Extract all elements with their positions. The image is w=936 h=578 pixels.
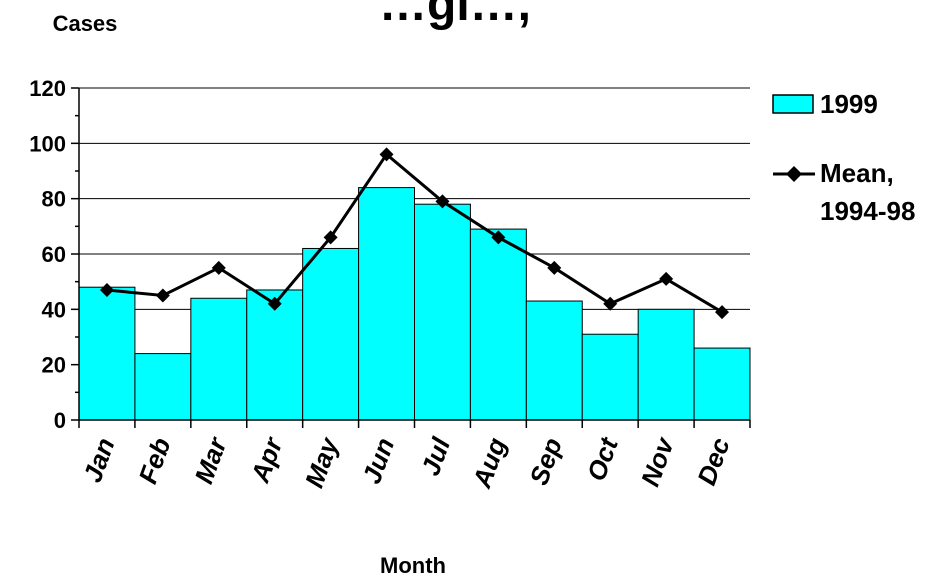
mean-point-apr xyxy=(267,296,282,311)
legend-label-mean-line1: Mean, xyxy=(820,158,894,188)
legend: 1999 Mean, 1994-98 xyxy=(772,89,915,226)
x-tick-label-sep: Sep xyxy=(523,434,568,489)
bar-nov xyxy=(637,308,695,421)
y-axis-title: Cases xyxy=(53,11,118,36)
bar-may xyxy=(302,247,360,421)
bars-1999 xyxy=(78,187,751,421)
y-tick-label-40: 40 xyxy=(42,297,66,322)
axes xyxy=(71,87,751,428)
y-tick-label-120: 120 xyxy=(29,76,66,101)
mean-line-series xyxy=(99,147,730,320)
y-tick-label-0: 0 xyxy=(54,408,66,433)
legend-marker-mean xyxy=(786,166,802,182)
x-tick-label-apr: Apr xyxy=(244,432,288,487)
x-tick-label-may: May xyxy=(299,432,345,491)
x-tick-label-oct: Oct xyxy=(581,433,624,485)
mean-point-jun xyxy=(379,147,394,162)
bar-jul xyxy=(414,203,471,421)
y-tick-label-20: 20 xyxy=(42,353,66,378)
x-tick-label-mar: Mar xyxy=(188,432,233,487)
x-tick-labels: Jan Feb Mar Apr May Jun Jul Aug Sep Oct Nov Dec xyxy=(77,432,736,492)
mean-point-mar xyxy=(211,260,226,275)
bar-mar xyxy=(190,297,248,421)
x-axis-title: Month xyxy=(380,553,446,578)
x-tick-label-jul: Jul xyxy=(415,433,456,479)
y-tick-labels: 0 20 40 60 80 100 120 xyxy=(29,76,66,433)
x-tick-label-jan: Jan xyxy=(77,434,121,486)
mean-point-jul xyxy=(435,194,450,209)
bar-feb xyxy=(134,353,192,421)
legend-label-mean-line2: 1994-98 xyxy=(820,196,915,226)
bar-dec xyxy=(693,347,751,421)
mean-point-nov xyxy=(659,271,674,286)
bar-sep xyxy=(525,300,583,421)
y-tick-label-80: 80 xyxy=(42,187,66,212)
x-tick-label-dec: Dec xyxy=(691,433,736,489)
mean-point-feb xyxy=(155,288,170,303)
mean-point-dec xyxy=(715,305,730,320)
bar-jan xyxy=(78,286,136,421)
x-tick-label-jun: Jun xyxy=(356,434,400,488)
mean-point-oct xyxy=(603,296,618,311)
legend-swatch-1999 xyxy=(772,94,814,114)
x-tick-label-nov: Nov xyxy=(635,432,681,490)
bar-aug xyxy=(469,228,527,421)
bar-jun xyxy=(358,187,416,421)
mean-point-aug xyxy=(491,230,506,245)
bar-oct xyxy=(581,333,639,421)
x-tick-label-aug: Aug xyxy=(466,434,512,493)
mean-line xyxy=(106,152,723,314)
mean-point-sep xyxy=(547,260,562,275)
x-tick-label-feb: Feb xyxy=(133,434,177,488)
chart-title: …gi…, xyxy=(379,0,531,31)
mean-point-may xyxy=(323,230,338,245)
y-tick-label-100: 100 xyxy=(29,131,66,156)
y-tick-label-60: 60 xyxy=(42,242,66,267)
legend-label-1999: 1999 xyxy=(820,89,878,119)
mean-point-jan xyxy=(99,282,114,297)
